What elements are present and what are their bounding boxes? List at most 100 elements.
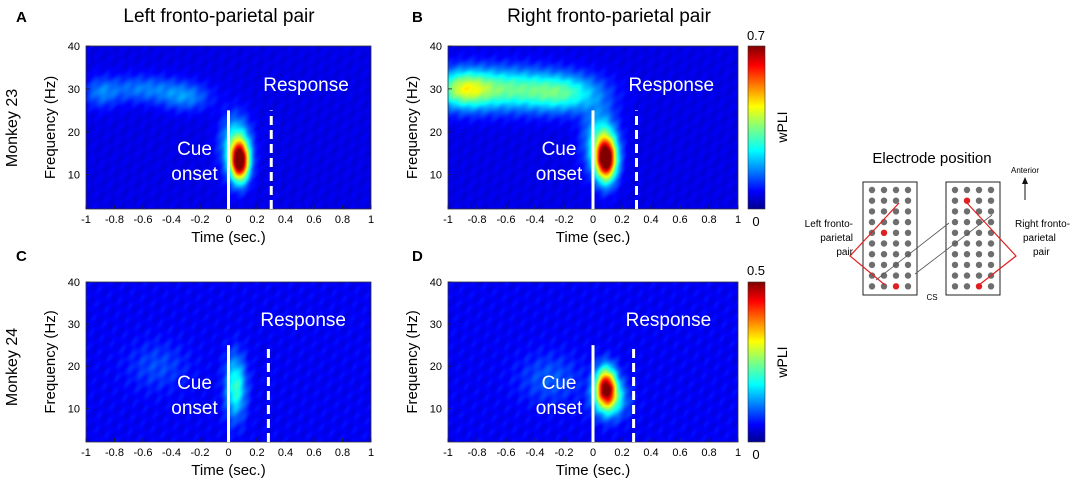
electrode-dot (868, 208, 876, 215)
left-pair-bracket (849, 202, 900, 286)
x-tick-label: -0.2 (555, 447, 574, 459)
x-tick-label: 1 (735, 447, 741, 459)
electrode-dot (868, 218, 876, 226)
y-axis-label: Frequency (Hz) (404, 76, 421, 179)
panel-letter-d: D (412, 248, 423, 265)
electrode-dot (975, 251, 983, 258)
colorbar-top-gradient (747, 45, 766, 210)
row-label-monkey-23: Monkey 23 (4, 89, 21, 167)
x-axis-label: Time (sec.) (191, 229, 265, 246)
electrode-dot (868, 240, 876, 247)
x-tick-label: 0.2 (614, 447, 629, 459)
panel-b: -1 -0.8 -0.6 -0.4 -0.2 0 0.2 0.4 0.6 0.8 1 10 20 30 40… (404, 41, 741, 246)
electrode-dot (868, 272, 876, 279)
electrode-dot (951, 186, 959, 194)
right-pair-label-line-2: parietal (1023, 233, 1056, 244)
x-axis-label: Time (sec.) (191, 462, 265, 479)
electrode-dot (880, 283, 888, 290)
electrode-dot-selected (880, 229, 888, 236)
colorbar-bottom-max: 0.5 (747, 263, 765, 278)
electrode-dot (904, 218, 912, 226)
electrode-dot (963, 240, 971, 247)
electrode-dot (868, 283, 876, 290)
colorbar-top-max: 0.7 (747, 28, 765, 43)
x-tick-label: -0.2 (191, 447, 210, 459)
electrode-dot (868, 186, 876, 194)
electrode-dot (963, 218, 971, 226)
electrode-dot (880, 197, 888, 204)
x-tick-label: -0.8 (468, 214, 487, 226)
electrode-dot (892, 186, 900, 194)
y-axis-label: Frequency (Hz) (42, 310, 59, 413)
x-tick-label: 0.6 (306, 214, 321, 226)
response-label: Response (629, 75, 715, 96)
electrode-dot (975, 229, 983, 236)
x-tick-label: -0.2 (191, 214, 210, 226)
electrode-dot (975, 197, 983, 204)
electrode-dot (904, 240, 912, 247)
electrode-dot (904, 272, 912, 279)
colorbar-bottom-label: wPLI (774, 346, 790, 378)
y-axis-label: Frequency (Hz) (42, 76, 59, 179)
y-tick-label: 40 (430, 41, 442, 53)
electrode-dot (951, 218, 959, 226)
electrode-dot (951, 272, 959, 279)
x-tick-label: 0.8 (335, 447, 350, 459)
cue-label-line-1: Cue (542, 139, 577, 160)
panel-c: -1 -0.8 -0.6 -0.4 -0.2 0 0.2 0.4 0.6 0.8 1 10 20 30 40… (42, 277, 374, 479)
column-title-right: Right fronto-parietal pair (507, 6, 711, 27)
electrode-dot (951, 283, 959, 290)
y-tick-label: 40 (430, 277, 442, 289)
x-tick-label: 1 (368, 447, 374, 459)
electrode-dot (987, 186, 995, 194)
x-tick-label: 0 (590, 447, 596, 459)
x-tick-label: 0.8 (701, 214, 716, 226)
row-label-monkey-24: Monkey 24 (4, 328, 21, 406)
electrode-dot (987, 197, 995, 204)
y-tick-label: 10 (430, 170, 442, 182)
electrode-dot (904, 208, 912, 215)
electrode-dot-selected (892, 283, 900, 290)
y-tick-label: 10 (430, 403, 442, 415)
electrode-dot (868, 251, 876, 258)
x-axis-label: Time (sec.) (556, 229, 630, 246)
colorbar-bottom-min: 0 (752, 447, 759, 462)
colorbar-top-label: wPLI (774, 111, 790, 143)
right-pair-label-line-3: pair (1033, 247, 1050, 258)
electrode-dot (963, 186, 971, 194)
x-tick-label: 0.4 (278, 447, 293, 459)
x-tick-label: 0 (225, 447, 231, 459)
electrode-dot (951, 208, 959, 215)
electrode-dot (975, 218, 983, 226)
colorbar-top-min: 0 (752, 214, 759, 229)
electrode-dot (963, 251, 971, 258)
electrode-dot (904, 197, 912, 204)
x-tick-label: 0.4 (643, 214, 658, 226)
y-tick-label: 30 (68, 319, 80, 331)
electrode-dot (880, 240, 888, 247)
y-tick-label: 10 (68, 403, 80, 415)
x-tick-label: 0.2 (249, 214, 264, 226)
electrode-dot (987, 283, 995, 290)
y-tick-label: 20 (68, 361, 80, 373)
anterior-label: Anterior (1011, 166, 1039, 175)
x-tick-label: 0.8 (701, 447, 716, 459)
electrode-dot (987, 208, 995, 215)
x-tick-label: -1 (81, 214, 91, 226)
x-tick-label: -0.4 (162, 214, 181, 226)
electrode-dot (868, 261, 876, 269)
x-tick-label: 0.4 (643, 447, 658, 459)
electrode-dot-selected (975, 283, 983, 290)
y-axis-label: Frequency (Hz) (404, 310, 421, 413)
panel-a: -1 -0.8 -0.6 -0.4 -0.2 0 0.2 0.4 0.6 0.8 1 10 20 30 40… (42, 41, 374, 246)
central-sulcus-line-right (914, 214, 993, 275)
x-tick-label: 1 (735, 214, 741, 226)
x-tick-label: -0.6 (497, 447, 516, 459)
x-tick-label: -0.8 (105, 214, 124, 226)
y-tick-label: 40 (68, 277, 80, 289)
y-tick-label: 30 (68, 84, 80, 96)
x-tick-label: 0.6 (306, 447, 321, 459)
electrode-dot (987, 261, 995, 269)
electrode-dot (904, 229, 912, 236)
left-pair-label-line-3: pair (836, 247, 853, 258)
